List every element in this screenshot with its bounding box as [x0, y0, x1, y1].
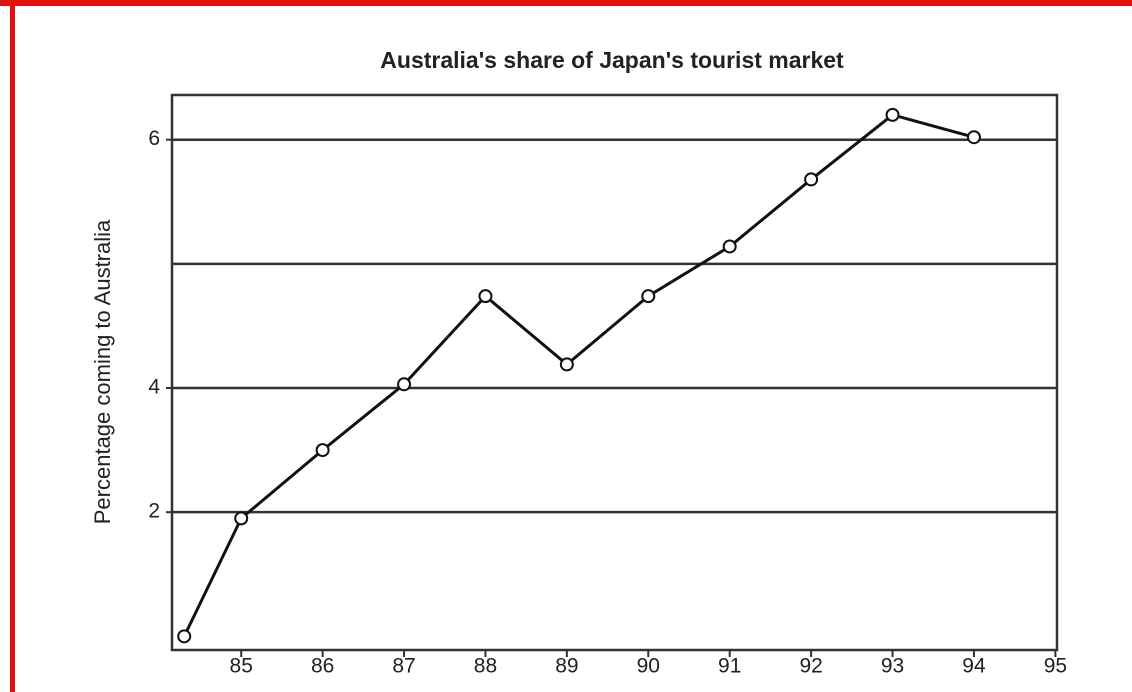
x-tick-label: 93 [881, 655, 904, 678]
data-point [804, 172, 819, 187]
x-tick-label: 89 [555, 655, 578, 678]
x-tick-label: 90 [637, 655, 660, 678]
red-border-top [0, 0, 1132, 6]
red-border-left [10, 0, 15, 692]
x-tick-label: 85 [230, 655, 253, 678]
plot-frame [170, 93, 1059, 652]
y-axis-label: Percentage coming to Australia [90, 219, 115, 524]
data-point [234, 511, 249, 526]
x-tick-label: 91 [718, 655, 741, 678]
data-point [177, 629, 192, 644]
y-tick-label: 6 [148, 127, 160, 150]
x-tick-label: 94 [962, 655, 986, 678]
y-tick-label: 4 [148, 376, 160, 399]
data-point [966, 130, 981, 145]
data-point [722, 239, 737, 254]
data-point [885, 107, 900, 122]
x-tick-label: 86 [311, 655, 334, 678]
data-point [559, 357, 574, 372]
y-tick-label: 2 [148, 500, 160, 523]
data-point [397, 377, 412, 392]
x-tick-label: 95 [1044, 655, 1067, 678]
data-point [478, 289, 493, 304]
data-point [315, 443, 330, 458]
x-tick-label: 87 [392, 655, 415, 678]
chart-title: Australia's share of Japan's tourist mar… [380, 47, 844, 73]
x-tick-label: 88 [474, 655, 497, 678]
data-point [641, 289, 656, 304]
x-tick-label: 92 [799, 655, 822, 678]
